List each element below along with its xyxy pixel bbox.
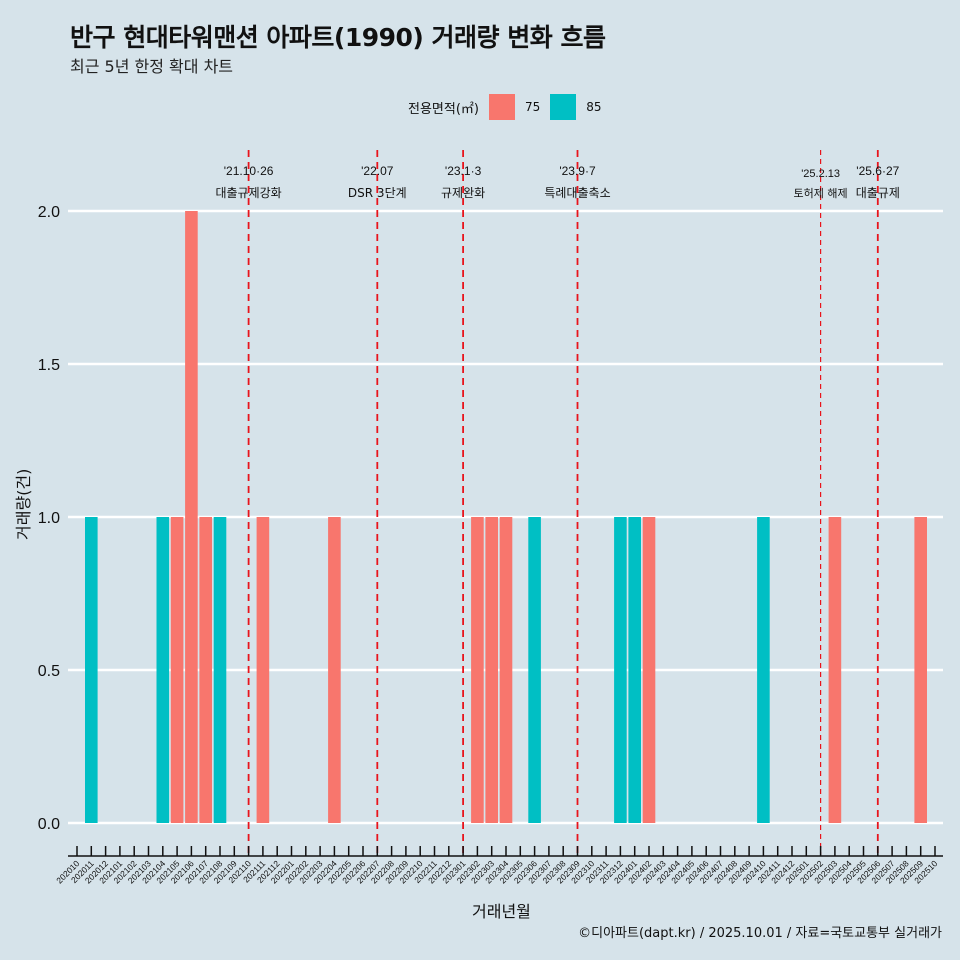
bar-75-202106: [185, 211, 198, 823]
legend-title: 전용면적(㎡): [408, 101, 479, 117]
caption: ©디아파트(dapt.kr) / 2025.10.01 / 자료=국토교통부 실…: [578, 926, 942, 941]
chart-subtitle: 최근 5년 한정 확대 차트: [70, 57, 234, 76]
bar-85-202108: [213, 517, 227, 823]
y-axis-title: 거래량(건): [14, 468, 33, 540]
bar-85-202011: [85, 517, 98, 823]
bar-75-202105: [170, 517, 184, 823]
bar-75-202204: [328, 517, 341, 823]
event-label: 대출규제: [856, 186, 900, 200]
y-tick-label: 0.0: [38, 816, 60, 833]
bar-75-202107: [199, 517, 212, 823]
bar-85-202306: [528, 517, 541, 823]
event-date: '21.10·26: [224, 164, 274, 178]
legend-label-75: 75: [524, 100, 541, 114]
event-label: 대출규제강화: [215, 186, 281, 200]
event-label: DSR 3단계: [348, 186, 407, 200]
y-tick-label: 2.0: [38, 204, 60, 221]
y-tick-label: 0.5: [38, 663, 60, 680]
bar-75-202509: [914, 517, 927, 823]
chart-title: 반구 현대타워맨션 아파트(1990) 거래량 변화 흐름: [70, 23, 606, 52]
bar-85-202312: [614, 517, 627, 823]
event-label: 규제완화: [441, 186, 485, 200]
bar-75-202503: [828, 517, 842, 823]
event-date: '25.6·27: [856, 164, 899, 178]
bar-85-202401: [628, 517, 641, 823]
bar-85-202104: [156, 517, 170, 823]
event-label: 특례대출축소: [544, 186, 610, 200]
x-axis-title: 거래년월: [472, 902, 531, 921]
event-date: '23.1·3: [445, 164, 482, 178]
bar-75-202302: [471, 517, 484, 823]
legend-swatch-85: [550, 94, 577, 120]
legend-label-85: 85: [586, 100, 602, 114]
legend-swatch-75: [488, 94, 515, 120]
bar-75-202402: [642, 517, 656, 823]
bar-75-202303: [485, 517, 498, 823]
event-date: '22.07: [361, 164, 394, 178]
event-label: 토허제 해제: [794, 186, 848, 200]
event-date: '25.2.13: [801, 168, 840, 180]
y-tick-label: 1.5: [38, 357, 60, 374]
bar-75-202111: [256, 517, 270, 823]
legend: 전용면적(㎡) 75 85: [408, 94, 612, 120]
y-tick-label: 1.0: [38, 510, 60, 527]
event-date: '23.9·7: [559, 164, 596, 178]
bar-75-202304: [499, 517, 513, 823]
bar-85-202410: [757, 517, 770, 823]
